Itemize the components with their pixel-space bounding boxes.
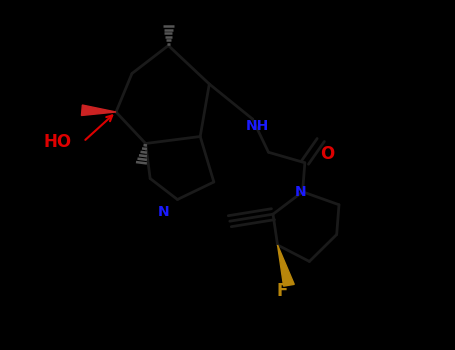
Polygon shape — [278, 245, 294, 286]
Text: HO: HO — [43, 133, 71, 151]
Text: O: O — [320, 145, 335, 163]
Text: F: F — [277, 282, 288, 300]
Polygon shape — [81, 105, 116, 116]
Text: NH: NH — [245, 119, 269, 133]
Text: N: N — [158, 205, 170, 219]
Text: N: N — [294, 186, 306, 199]
